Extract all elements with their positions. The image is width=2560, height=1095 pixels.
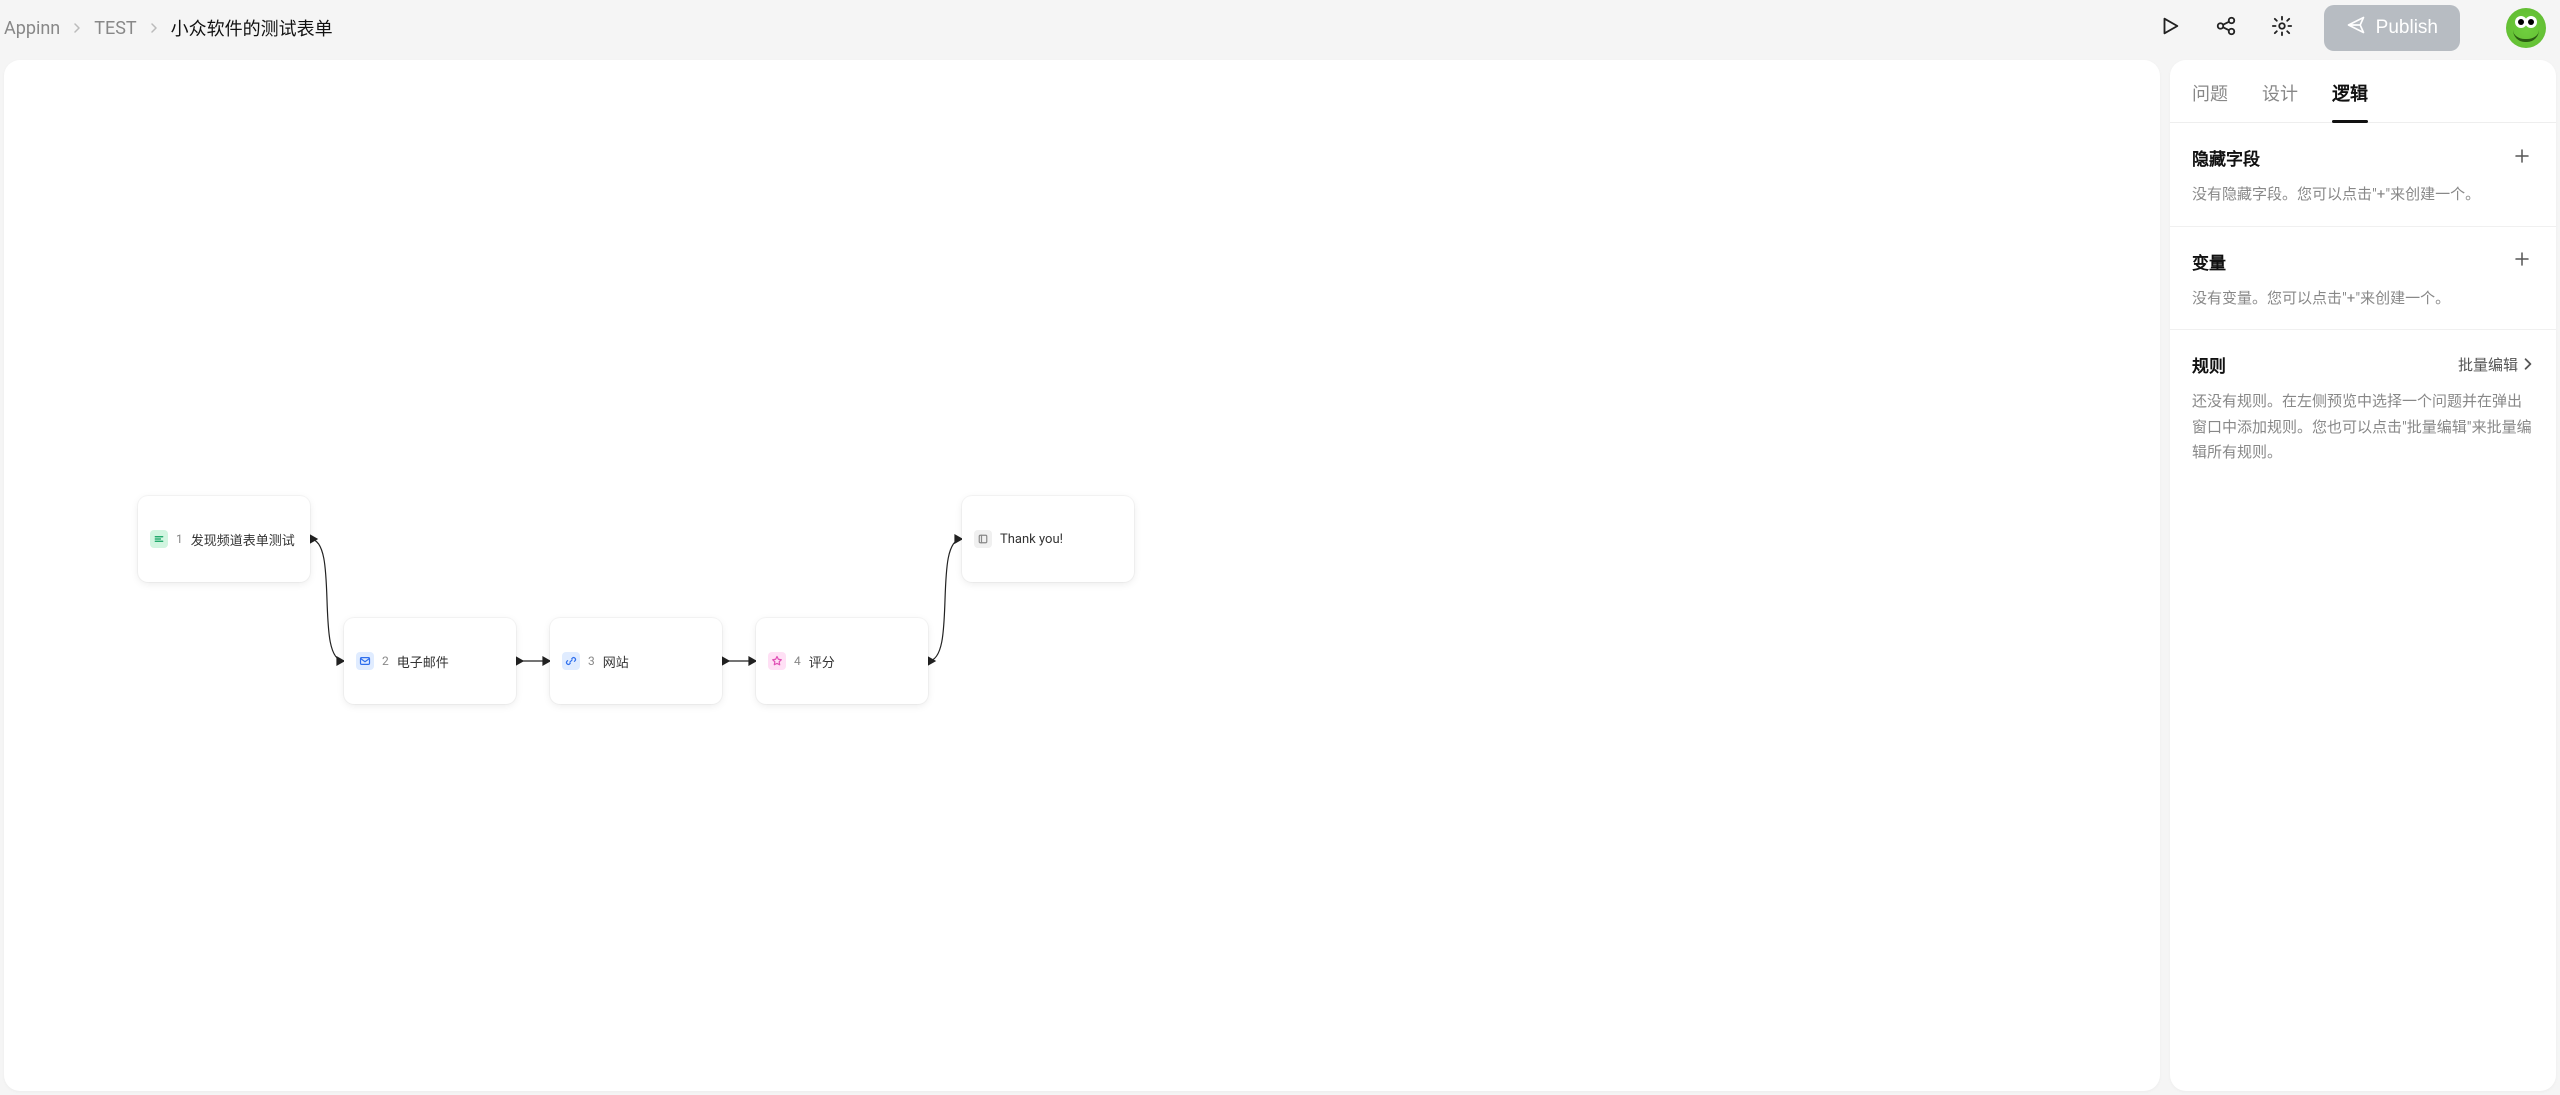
breadcrumb-root[interactable]: Appinn — [4, 18, 60, 39]
breadcrumb-current[interactable]: 小众软件的测试表单 — [171, 15, 333, 41]
gear-icon — [2271, 15, 2293, 41]
tab-questions[interactable]: 问题 — [2192, 80, 2228, 122]
node-label: 网站 — [603, 652, 629, 671]
logic-canvas[interactable]: 1 发现频道表单测试 2 电子邮件 3 网站 4 评分 Thank you! — [4, 60, 2160, 1091]
node-type-icon — [356, 652, 374, 670]
node-label: 电子邮件 — [397, 652, 449, 671]
hidden-fields-desc: 没有隐藏字段。您可以点击"+"来创建一个。 — [2192, 182, 2534, 208]
batch-edit-button[interactable]: 批量编辑 — [2458, 353, 2534, 377]
plus-icon — [2513, 147, 2531, 169]
node-number: 3 — [588, 654, 595, 668]
breadcrumb-mid[interactable]: TEST — [94, 18, 136, 39]
preview-button[interactable] — [2156, 14, 2184, 42]
chevron-right-icon — [2522, 356, 2534, 374]
node-number: 2 — [382, 654, 389, 668]
batch-edit-label: 批量编辑 — [2458, 354, 2518, 375]
section-title-variables: 变量 — [2192, 249, 2226, 274]
variables-desc: 没有变量。您可以点击"+"来创建一个。 — [2192, 286, 2534, 312]
share-icon — [2215, 15, 2237, 41]
flow-node[interactable]: Thank you! — [962, 496, 1134, 582]
node-type-icon — [150, 530, 168, 548]
flow-node[interactable]: 4 评分 — [756, 618, 928, 704]
tab-design[interactable]: 设计 — [2262, 80, 2298, 122]
flow-node[interactable]: 1 发现频道表单测试 — [138, 496, 310, 582]
publish-button[interactable]: Publish — [2324, 5, 2460, 51]
publish-label: Publish — [2376, 17, 2438, 39]
rules-desc: 还没有规则。在左侧预览中选择一个问题并在弹出窗口中添加规则。您也可以点击"批量编… — [2192, 389, 2534, 466]
chevron-right-icon — [72, 23, 82, 33]
node-type-icon — [974, 530, 992, 548]
add-hidden-field-button[interactable] — [2510, 146, 2534, 170]
breadcrumb: Appinn TEST 小众软件的测试表单 — [4, 15, 333, 41]
sidebar: 问题 设计 逻辑 隐藏字段 没有隐藏字段。您可以点击"+"来创建一个。 变量 没… — [2170, 60, 2556, 1091]
section-title-rules: 规则 — [2192, 352, 2226, 377]
node-number: 4 — [794, 654, 801, 668]
node-number: 1 — [176, 532, 183, 546]
chevron-right-icon — [149, 23, 159, 33]
tab-logic[interactable]: 逻辑 — [2332, 80, 2368, 122]
send-icon — [2346, 15, 2366, 41]
node-type-icon — [562, 652, 580, 670]
share-button[interactable] — [2212, 14, 2240, 42]
flow-node[interactable]: 2 电子邮件 — [344, 618, 516, 704]
settings-button[interactable] — [2268, 14, 2296, 42]
section-title-hidden-fields: 隐藏字段 — [2192, 145, 2260, 170]
plus-icon — [2513, 250, 2531, 272]
node-type-icon — [768, 652, 786, 670]
node-label: 发现频道表单测试 — [191, 530, 295, 549]
play-icon — [2159, 15, 2181, 41]
node-label: Thank you! — [1000, 532, 1063, 547]
flow-node[interactable]: 3 网站 — [550, 618, 722, 704]
avatar[interactable] — [2506, 8, 2546, 48]
node-label: 评分 — [809, 652, 835, 671]
add-variable-button[interactable] — [2510, 249, 2534, 273]
